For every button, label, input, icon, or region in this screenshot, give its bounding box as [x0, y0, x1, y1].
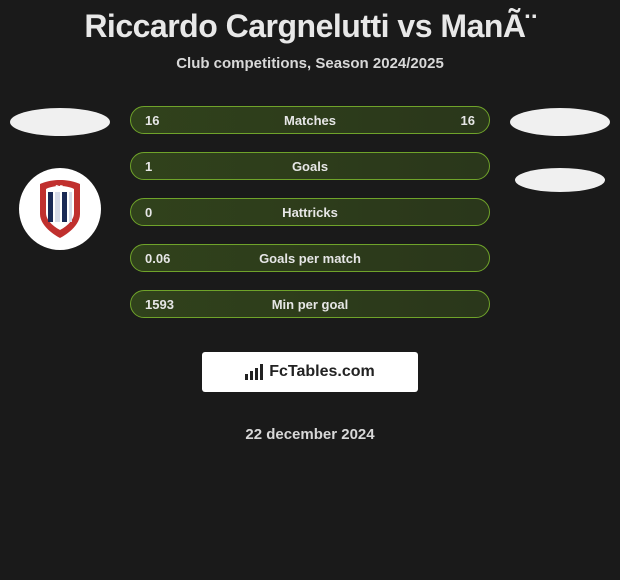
club-badge-left: F.C. — [19, 168, 101, 250]
stat-row: 0 Hattricks — [130, 198, 490, 226]
branding-text: FcTables.com — [269, 363, 375, 381]
stat-left-value: 0 — [145, 205, 185, 220]
svg-text:F.C.: F.C. — [56, 185, 66, 191]
left-side: F.C. — [10, 106, 110, 250]
stat-label: Goals — [292, 159, 328, 174]
subtitle: Club competitions, Season 2024/2025 — [176, 55, 444, 72]
stat-left-value: 1593 — [145, 297, 185, 312]
page-title: Riccardo Cargnelutti vs ManÃ¨ — [84, 8, 535, 45]
stat-left-value: 0.06 — [145, 251, 185, 266]
stat-label: Min per goal — [272, 297, 349, 312]
stat-row: 0.06 Goals per match — [130, 244, 490, 272]
stat-label: Matches — [284, 113, 336, 128]
stat-row: 16 Matches 16 — [130, 106, 490, 134]
stat-row: 1 Goals — [130, 152, 490, 180]
player-right-photo-placeholder — [510, 108, 610, 136]
crotone-crest-icon: F.C. — [34, 178, 86, 240]
stat-label: Goals per match — [259, 251, 361, 266]
stat-label: Hattricks — [282, 205, 338, 220]
content-row: F.C. 16 Matches 16 1 Goals 0 Hattricks — [0, 106, 620, 443]
player-left-photo-placeholder — [10, 108, 110, 136]
stat-row: 1593 Min per goal — [130, 290, 490, 318]
chart-icon — [245, 364, 263, 380]
right-side — [510, 106, 610, 192]
stats-column: 16 Matches 16 1 Goals 0 Hattricks 0.06 G… — [110, 106, 510, 443]
branding-badge[interactable]: FcTables.com — [202, 352, 418, 392]
stat-right-value: 16 — [435, 113, 475, 128]
root: Riccardo Cargnelutti vs ManÃ¨ Club compe… — [0, 0, 620, 443]
stat-left-value: 16 — [145, 113, 185, 128]
club-right-placeholder — [515, 168, 605, 192]
date-text: 22 december 2024 — [245, 426, 374, 443]
stat-left-value: 1 — [145, 159, 185, 174]
